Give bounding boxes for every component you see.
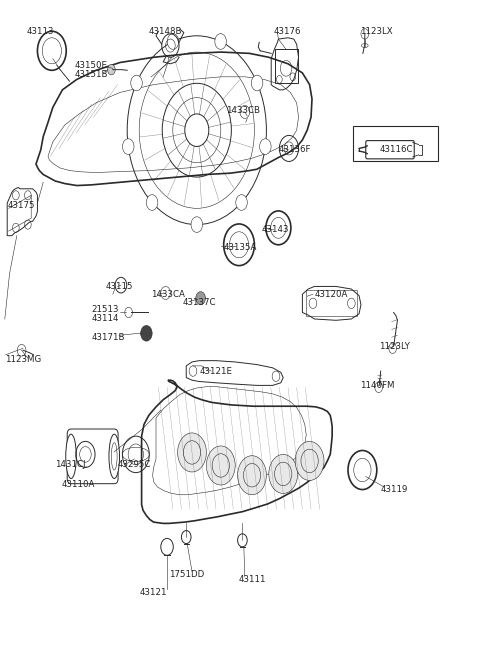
Circle shape <box>146 195 158 210</box>
Circle shape <box>122 139 134 154</box>
Text: 43176: 43176 <box>274 27 301 36</box>
Circle shape <box>161 286 170 299</box>
Text: 43136F: 43136F <box>278 145 311 154</box>
Text: 43175: 43175 <box>7 201 35 210</box>
Circle shape <box>196 292 205 305</box>
Text: 1123LX: 1123LX <box>360 27 393 36</box>
Text: 21513: 21513 <box>91 305 119 314</box>
Text: 43110A: 43110A <box>61 480 95 490</box>
Circle shape <box>167 34 179 49</box>
Text: 43114: 43114 <box>91 314 119 323</box>
Text: 43150E: 43150E <box>74 61 108 70</box>
Circle shape <box>238 534 247 547</box>
Circle shape <box>240 105 250 118</box>
Text: 43111: 43111 <box>239 575 266 584</box>
Circle shape <box>238 456 266 495</box>
Text: 1431CJ: 1431CJ <box>55 460 86 469</box>
Text: 43171B: 43171B <box>91 333 125 342</box>
Text: 43115: 43115 <box>106 282 133 291</box>
Text: 43116C: 43116C <box>379 145 413 154</box>
Circle shape <box>178 433 206 472</box>
Text: 43137C: 43137C <box>182 298 216 307</box>
Text: 1433CA: 1433CA <box>151 290 185 299</box>
Circle shape <box>260 139 271 154</box>
Text: 43120A: 43120A <box>314 290 348 299</box>
Text: 43148B: 43148B <box>149 27 182 36</box>
Circle shape <box>206 446 235 485</box>
Circle shape <box>252 75 263 90</box>
Circle shape <box>215 34 227 49</box>
Text: 43295C: 43295C <box>118 460 151 469</box>
Circle shape <box>108 64 115 75</box>
Circle shape <box>115 277 127 293</box>
Text: 43135A: 43135A <box>223 243 257 252</box>
Text: 43121: 43121 <box>139 588 167 597</box>
Ellipse shape <box>66 434 76 478</box>
Circle shape <box>141 326 152 341</box>
Circle shape <box>125 307 132 318</box>
Circle shape <box>191 217 203 232</box>
Circle shape <box>236 195 247 210</box>
Text: 43121E: 43121E <box>199 367 232 376</box>
Circle shape <box>161 538 173 555</box>
Circle shape <box>269 454 298 493</box>
Text: 43151B: 43151B <box>74 70 108 79</box>
Circle shape <box>181 531 191 544</box>
Circle shape <box>131 75 142 90</box>
Text: 43119: 43119 <box>381 485 408 494</box>
Text: 1123MG: 1123MG <box>5 355 41 364</box>
Text: 1123LY: 1123LY <box>379 342 410 351</box>
Text: 1751DD: 1751DD <box>169 570 204 579</box>
Circle shape <box>295 441 324 480</box>
Text: 43143: 43143 <box>262 225 289 234</box>
Text: 43113: 43113 <box>26 27 54 36</box>
Text: 1140FM: 1140FM <box>360 381 395 390</box>
Ellipse shape <box>109 434 120 478</box>
Text: 1433CB: 1433CB <box>226 106 260 115</box>
